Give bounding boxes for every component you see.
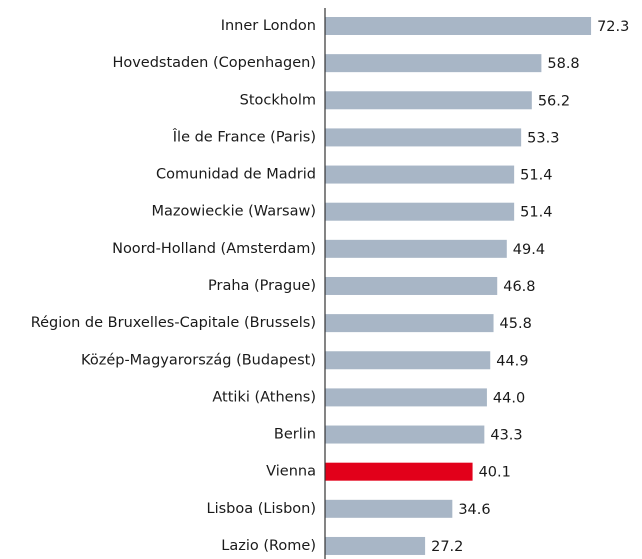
value-label: 44.9 bbox=[496, 353, 528, 369]
value-label: 72.3 bbox=[597, 19, 629, 35]
value-label: 45.8 bbox=[500, 316, 532, 332]
category-label: Inner London bbox=[221, 18, 316, 34]
category-label: Attiki (Athens) bbox=[212, 389, 316, 405]
bar bbox=[325, 17, 592, 35]
category-label: Stockholm bbox=[240, 92, 316, 108]
bar bbox=[325, 425, 485, 444]
value-label: 49.4 bbox=[513, 242, 545, 258]
category-label: Lisboa (Lisbon) bbox=[207, 501, 316, 517]
bar bbox=[325, 91, 532, 110]
bar bbox=[325, 128, 522, 147]
bar bbox=[325, 202, 515, 221]
category-label: Berlin bbox=[274, 427, 316, 443]
category-label: Mazowieckie (Warsaw) bbox=[152, 204, 316, 220]
category-label: Noord-Holland (Amsterdam) bbox=[112, 241, 316, 257]
value-label: 51.4 bbox=[520, 205, 552, 221]
value-label: 53.3 bbox=[527, 130, 559, 146]
value-label: 58.8 bbox=[547, 56, 579, 72]
value-label: 43.3 bbox=[490, 428, 522, 444]
bar bbox=[325, 388, 487, 407]
value-label: 51.4 bbox=[520, 168, 552, 184]
value-label: 27.2 bbox=[431, 539, 463, 555]
category-label: Közép-Magyarország (Budapest) bbox=[81, 352, 316, 368]
bar bbox=[325, 351, 491, 370]
bar bbox=[325, 536, 426, 555]
bar bbox=[325, 54, 542, 73]
category-label: Région de Bruxelles-Capitale (Brussels) bbox=[31, 315, 316, 331]
category-label: Lazio (Rome) bbox=[221, 538, 316, 554]
bar bbox=[325, 165, 515, 184]
value-label: 56.2 bbox=[538, 93, 570, 109]
bar bbox=[325, 462, 473, 481]
category-label: Hovedstaden (Copenhagen) bbox=[112, 55, 316, 71]
bar bbox=[325, 499, 453, 518]
category-label: Comunidad de Madrid bbox=[156, 167, 316, 183]
value-label: 34.6 bbox=[458, 502, 490, 518]
bar bbox=[325, 314, 494, 333]
bar bbox=[325, 276, 498, 295]
value-label: 46.8 bbox=[503, 279, 535, 295]
category-label: Île de France (Paris) bbox=[172, 127, 316, 145]
value-label: 44.0 bbox=[493, 390, 525, 406]
category-label: Praha (Prague) bbox=[208, 278, 316, 294]
category-label: Vienna bbox=[266, 464, 316, 480]
bar bbox=[325, 239, 507, 258]
value-label: 40.1 bbox=[479, 465, 511, 481]
